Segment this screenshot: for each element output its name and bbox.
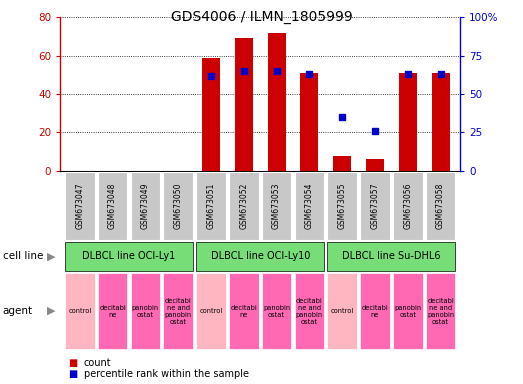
Bar [65,242,193,271]
Text: GSM673055: GSM673055 [338,182,347,229]
Text: decitabi
ne and
panobin
ostat: decitabi ne and panobin ostat [165,298,192,324]
Bar [268,33,286,171]
Bar [327,172,357,240]
Bar [262,273,291,349]
Text: ■: ■ [68,358,77,368]
Text: control: control [199,308,223,314]
Bar [262,172,291,240]
Text: cell line: cell line [3,251,43,262]
Text: DLBCL line Su-DHL6: DLBCL line Su-DHL6 [342,251,440,262]
Text: decitabi
ne: decitabi ne [361,305,389,318]
Bar [360,273,390,349]
Text: control: control [68,308,92,314]
Bar [327,273,357,349]
Text: GSM673056: GSM673056 [403,182,412,229]
Bar [393,273,423,349]
Bar [202,58,220,171]
Text: panobin
ostat: panobin ostat [263,305,290,318]
Bar [65,172,95,240]
Bar [426,273,456,349]
Bar [333,156,351,171]
Bar [196,242,324,271]
Bar [366,159,384,171]
Bar [393,172,423,240]
Text: decitabi
ne: decitabi ne [231,305,257,318]
Bar [327,242,456,271]
Text: GSM673057: GSM673057 [370,182,380,229]
Text: count: count [84,358,111,368]
Text: agent: agent [3,306,33,316]
Bar [196,273,226,349]
Bar [164,273,193,349]
Text: DLBCL line OCI-Ly1: DLBCL line OCI-Ly1 [83,251,176,262]
Text: control: control [331,308,354,314]
Text: ▶: ▶ [47,306,55,316]
Text: GSM673049: GSM673049 [141,182,150,229]
Text: decitabi
ne and
panobin
ostat: decitabi ne and panobin ostat [427,298,454,324]
Text: GDS4006 / ILMN_1805999: GDS4006 / ILMN_1805999 [170,10,353,23]
Bar [98,172,128,240]
Bar [229,172,258,240]
Bar [229,273,258,349]
Text: GSM673051: GSM673051 [207,183,215,229]
Bar [65,273,95,349]
Text: percentile rank within the sample: percentile rank within the sample [84,369,248,379]
Bar [164,172,193,240]
Bar [360,172,390,240]
Bar [131,172,160,240]
Bar [131,273,160,349]
Bar [196,172,226,240]
Text: GSM673047: GSM673047 [75,182,84,229]
Text: GSM673048: GSM673048 [108,183,117,229]
Text: GSM673052: GSM673052 [240,183,248,229]
Bar [426,172,456,240]
Text: GSM673053: GSM673053 [272,182,281,229]
Bar [300,73,319,171]
Text: GSM673054: GSM673054 [305,182,314,229]
Text: decitabi
ne and
panobin
ostat: decitabi ne and panobin ostat [296,298,323,324]
Text: DLBCL line OCI-Ly10: DLBCL line OCI-Ly10 [210,251,310,262]
Text: GSM673050: GSM673050 [174,182,183,229]
Bar [98,273,128,349]
Bar [294,273,324,349]
Text: panobin
ostat: panobin ostat [394,305,422,318]
Text: ▶: ▶ [47,251,55,262]
Bar [399,73,417,171]
Text: GSM673058: GSM673058 [436,183,445,229]
Bar [235,38,253,171]
Text: panobin
ostat: panobin ostat [132,305,159,318]
Text: ■: ■ [68,369,77,379]
Bar [431,73,450,171]
Bar [294,172,324,240]
Text: decitabi
ne: decitabi ne [99,305,126,318]
